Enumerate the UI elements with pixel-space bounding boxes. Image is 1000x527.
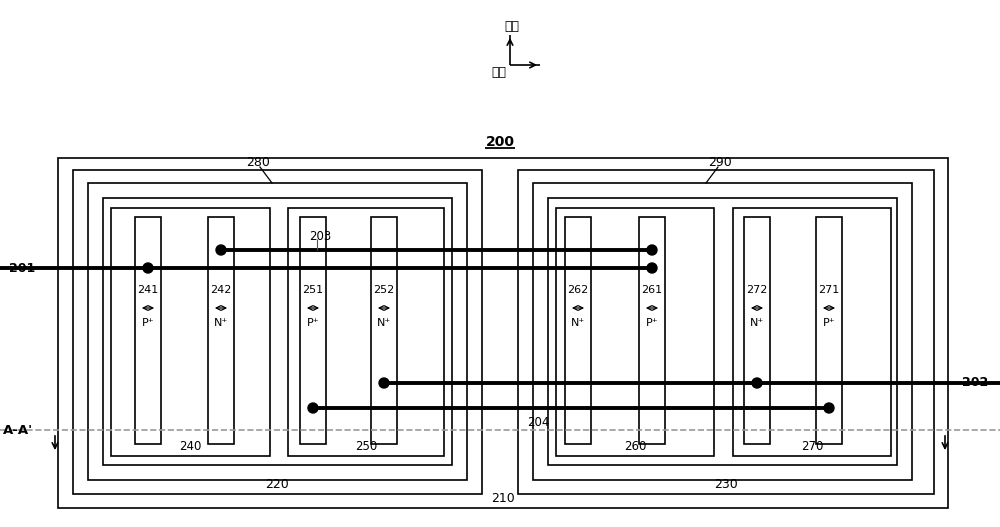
Bar — [88, 183, 467, 480]
Bar — [73, 170, 482, 494]
Bar — [556, 208, 714, 456]
Text: 280: 280 — [246, 155, 270, 169]
Bar — [208, 217, 234, 444]
Text: 250: 250 — [355, 441, 377, 454]
Text: 201: 201 — [9, 261, 35, 275]
Bar — [733, 208, 891, 456]
Circle shape — [647, 263, 657, 273]
Text: N⁺: N⁺ — [750, 318, 764, 328]
Bar — [533, 183, 912, 480]
Text: P⁺: P⁺ — [646, 318, 658, 328]
Bar — [288, 208, 444, 456]
Text: N⁺: N⁺ — [571, 318, 585, 328]
Circle shape — [752, 378, 762, 388]
Text: P⁺: P⁺ — [142, 318, 154, 328]
Circle shape — [143, 263, 153, 273]
Bar — [744, 217, 770, 444]
Text: 横向: 横向 — [491, 66, 506, 80]
Text: 202: 202 — [962, 376, 988, 389]
Text: 241: 241 — [137, 285, 159, 295]
Text: 260: 260 — [624, 441, 646, 454]
Bar — [565, 217, 591, 444]
Text: P⁺: P⁺ — [823, 318, 835, 328]
Text: 262: 262 — [567, 285, 589, 295]
Bar — [816, 217, 842, 444]
Text: N⁺: N⁺ — [214, 318, 228, 328]
Text: 252: 252 — [373, 285, 395, 295]
Circle shape — [379, 378, 389, 388]
Text: 220: 220 — [266, 479, 289, 492]
Text: 272: 272 — [746, 285, 768, 295]
Bar — [300, 217, 326, 444]
Circle shape — [308, 403, 318, 413]
Circle shape — [216, 245, 226, 255]
Text: 230: 230 — [714, 479, 738, 492]
Text: 200: 200 — [486, 135, 514, 149]
Bar — [371, 217, 397, 444]
Text: 251: 251 — [302, 285, 324, 295]
Text: 271: 271 — [818, 285, 840, 295]
Text: 203: 203 — [309, 230, 331, 243]
Text: 242: 242 — [210, 285, 232, 295]
Text: 290: 290 — [708, 155, 732, 169]
Bar — [135, 217, 161, 444]
Bar — [58, 158, 948, 508]
Text: 270: 270 — [801, 441, 823, 454]
Text: 240: 240 — [179, 441, 202, 454]
Bar — [518, 170, 934, 494]
Bar — [111, 208, 270, 456]
Text: A-A': A-A' — [3, 424, 33, 436]
Text: N⁺: N⁺ — [377, 318, 391, 328]
Text: 204: 204 — [527, 416, 549, 430]
Circle shape — [824, 403, 834, 413]
Text: 纵向: 纵向 — [505, 21, 520, 34]
Text: 261: 261 — [641, 285, 663, 295]
Bar — [639, 217, 665, 444]
Circle shape — [647, 245, 657, 255]
Bar — [103, 198, 452, 465]
Text: P⁺: P⁺ — [307, 318, 319, 328]
Bar — [548, 198, 897, 465]
Text: 210: 210 — [491, 493, 515, 505]
